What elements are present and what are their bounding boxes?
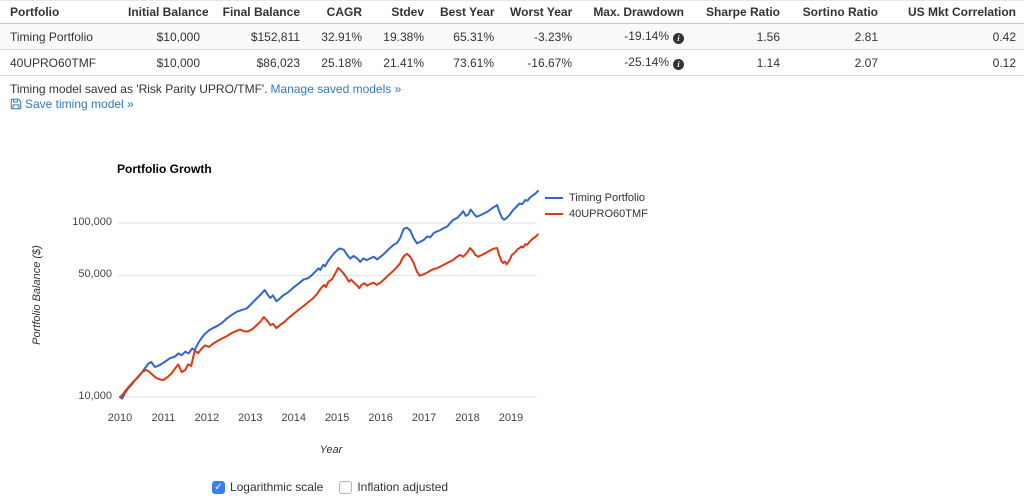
stats-table-header-row: Portfolio Initial Balance Final Balance CAG…: [0, 0, 1024, 24]
cell-sortino-ratio: 2.81: [788, 23, 886, 50]
cell-final-balance: $86,023: [208, 49, 308, 76]
col-header-portfolio: Portfolio: [0, 0, 120, 24]
col-header-us-mkt-correlation: US Mkt Correlation: [886, 0, 1024, 24]
cell-best-year: 65.31%: [432, 23, 502, 50]
col-header-initial-balance: Initial Balance: [120, 0, 208, 24]
timing-model-notice: Timing model saved as 'Risk Parity UPRO/…: [10, 82, 1024, 112]
timing-model-saved-text: Timing model saved as 'Risk Parity UPRO/…: [10, 82, 268, 96]
cell-sortino-ratio: 2.07: [788, 49, 886, 76]
x-tick-label-2013: 2013: [238, 412, 263, 424]
series-line-timing-portfolio: [119, 190, 539, 400]
inflation-adjusted-checkbox[interactable]: [339, 480, 353, 494]
legend-swatch-40upro60tmf: [545, 213, 563, 215]
legend-item-40upro60tmf: 40UPRO60TMF: [545, 206, 648, 222]
logarithmic-scale-label: Logarithmic scale: [229, 480, 324, 494]
cell-initial-balance: $10,000: [120, 23, 208, 50]
cell-best-year: 73.61%: [432, 49, 502, 76]
x-tick-label-2011: 2011: [151, 412, 176, 424]
col-header-best-year: Best Year: [432, 0, 502, 24]
chart-controls: ✓ Logarithmic scale Inflation adjusted: [0, 480, 660, 494]
cell-stdev: 19.38%: [370, 23, 432, 50]
manage-saved-models-link[interactable]: Manage saved models »: [270, 82, 402, 96]
cell-initial-balance: $10,000: [120, 49, 208, 76]
col-header-stdev: Stdev: [370, 0, 432, 24]
save-timing-model-line: Save timing model »: [10, 97, 1024, 112]
inflation-adjusted-label: Inflation adjusted: [357, 480, 449, 494]
cell-max-drawdown: -19.14% i: [580, 23, 692, 50]
cell-portfolio: 40UPRO60TMF: [0, 49, 120, 76]
chart-plot-area: [118, 190, 539, 400]
col-header-sortino-ratio: Sortino Ratio: [788, 0, 886, 24]
y-tick-label-10-000: 10,000: [78, 390, 112, 402]
timing-model-saved-line: Timing model saved as 'Risk Parity UPRO/…: [10, 82, 1024, 97]
cell-max-drawdown: -25.14% i: [580, 49, 692, 76]
col-header-cagr: CAGR: [308, 0, 370, 24]
save-timing-model-link[interactable]: Save timing model »: [10, 97, 134, 111]
legend-label-40upro60tmf: 40UPRO60TMF: [569, 208, 648, 220]
cell-worst-year: -16.67%: [502, 49, 580, 76]
save-icon: [10, 98, 22, 110]
x-tick-label-2012: 2012: [194, 412, 220, 424]
logarithmic-scale-control[interactable]: ✓ Logarithmic scale: [211, 480, 324, 494]
inflation-adjusted-control[interactable]: Inflation adjusted: [339, 480, 448, 494]
cell-cagr: 25.18%: [308, 49, 370, 76]
stats-table: Portfolio Initial Balance Final Balance CAG…: [0, 0, 1024, 76]
legend-label-timing-portfolio: Timing Portfolio: [569, 192, 646, 204]
save-timing-model-label: Save timing model »: [25, 97, 134, 111]
x-tick-label-2018: 2018: [455, 412, 480, 424]
col-header-worst-year: Worst Year: [502, 0, 580, 24]
col-header-sharpe-ratio: Sharpe Ratio: [692, 0, 788, 24]
cell-stdev: 21.41%: [370, 49, 432, 76]
chart-legend: Timing Portfolio 40UPRO60TMF: [545, 190, 648, 222]
x-tick-label-2017: 2017: [411, 412, 437, 424]
x-tick-label-2010: 2010: [107, 412, 133, 424]
cell-portfolio: Timing Portfolio: [0, 23, 120, 50]
table-row-40upro60tmf: 40UPRO60TMF $10,000 $86,023 25.18% 21.41% 73.…: [0, 49, 1024, 76]
series-line-40upro60tmf: [119, 233, 539, 398]
y-tick-label-50-000: 50,000: [78, 268, 112, 281]
cell-final-balance: $152,811: [208, 23, 308, 50]
x-tick-label-2014: 2014: [281, 412, 306, 424]
cell-us-mkt-correlation: 0.42: [886, 23, 1024, 50]
cell-cagr: 32.91%: [308, 23, 370, 50]
cell-worst-year: -3.23%: [502, 23, 580, 50]
x-tick-label-2015: 2015: [324, 412, 350, 424]
table-row-timing-portfolio: Timing Portfolio $10,000 $152,811 32.91% 19.…: [0, 23, 1024, 50]
col-header-max-drawdown: Max. Drawdown: [580, 0, 692, 24]
x-tick-label-2019: 2019: [498, 412, 524, 424]
portfolio-growth-chart: Portfolio Growth Portfolio Balance ($) Y…: [0, 150, 1024, 499]
info-icon[interactable]: i: [673, 33, 684, 44]
x-tick-label-2016: 2016: [368, 412, 393, 424]
cell-sharpe-ratio: 1.14: [692, 49, 788, 76]
chart-title: Portfolio Growth: [117, 162, 212, 176]
legend-swatch-timing-portfolio: [545, 197, 563, 199]
x-axis-title: Year: [319, 444, 343, 456]
cell-sharpe-ratio: 1.56: [692, 23, 788, 50]
col-header-final-balance: Final Balance: [208, 0, 308, 24]
cell-us-mkt-correlation: 0.12: [886, 49, 1024, 76]
legend-item-timing-portfolio: Timing Portfolio: [545, 190, 648, 206]
logarithmic-scale-checkbox[interactable]: ✓: [211, 480, 225, 494]
info-icon[interactable]: i: [673, 59, 684, 70]
y-tick-label-100-000: 100,000: [72, 216, 112, 228]
